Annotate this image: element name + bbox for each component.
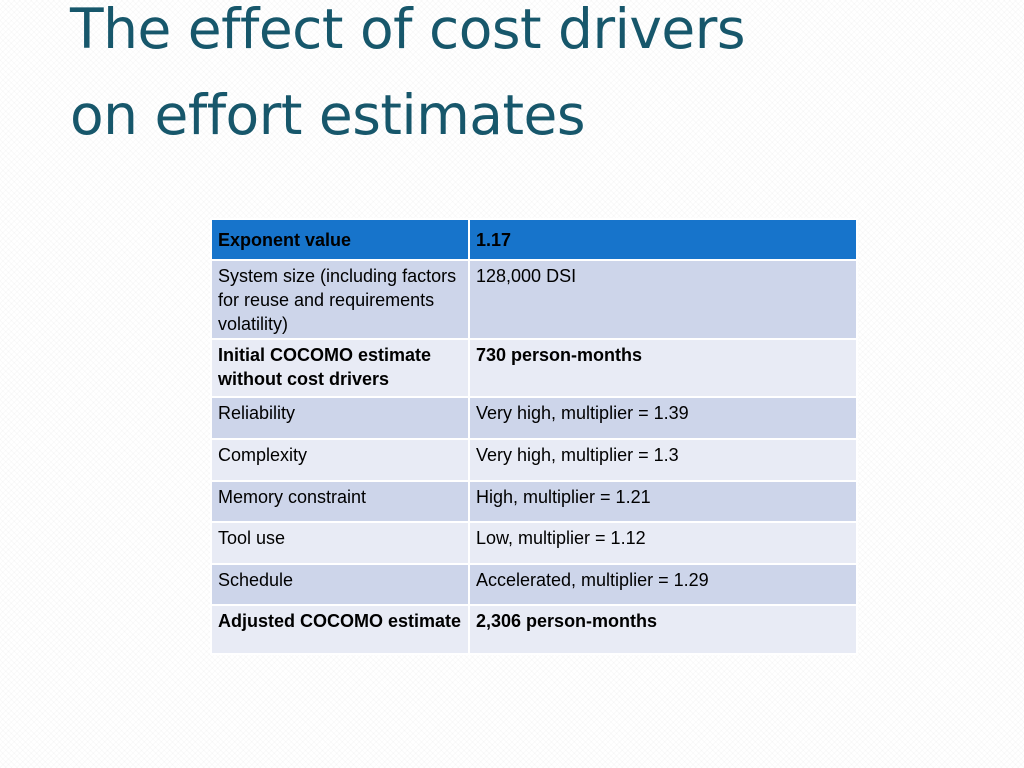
table-row-schedule: Schedule Accelerated, multiplier = 1.29 <box>210 563 858 606</box>
table-row-complexity: Complexity Very high, multiplier = 1.3 <box>210 438 858 482</box>
row-label-cell: Reliability <box>210 396 470 440</box>
row-value-cell: Accelerated, multiplier = 1.29 <box>468 563 858 606</box>
table-row-initial-estimate: Initial COCOMO estimate without cost dri… <box>210 338 858 398</box>
row-value-cell: Low, multiplier = 1.12 <box>468 521 858 565</box>
table-row-adjusted-estimate: Adjusted COCOMO estimate 2,306 person-mo… <box>210 604 858 655</box>
row-label-cell: Schedule <box>210 563 470 606</box>
header-value-cell: 1.17 <box>468 218 858 261</box>
row-label-cell: Adjusted COCOMO estimate <box>210 604 470 655</box>
row-value-cell: Very high, multiplier = 1.39 <box>468 396 858 440</box>
row-label-cell: System size (including factors for reuse… <box>210 259 470 340</box>
table-row-reliability: Reliability Very high, multiplier = 1.39 <box>210 396 858 440</box>
slide-title-line-2: on effort estimates <box>70 83 586 147</box>
row-label-cell: Complexity <box>210 438 470 482</box>
table-row-memory-constraint: Memory constraint High, multiplier = 1.2… <box>210 480 858 523</box>
cost-driver-table: Exponent value 1.17 System size (includi… <box>210 218 858 655</box>
row-label-cell: Memory constraint <box>210 480 470 523</box>
row-value-cell: 2,306 person-months <box>468 604 858 655</box>
table-row-tool-use: Tool use Low, multiplier = 1.12 <box>210 521 858 565</box>
slide-title-line-1: The effect of cost drivers <box>70 0 746 61</box>
table-header-row: Exponent value 1.17 <box>210 218 858 261</box>
table-row-system-size: System size (including factors for reuse… <box>210 259 858 340</box>
row-label-cell: Initial COCOMO estimate without cost dri… <box>210 338 470 398</box>
row-value-cell: Very high, multiplier = 1.3 <box>468 438 858 482</box>
slide-title: The effect of cost drivers on effort est… <box>70 0 970 158</box>
header-label-cell: Exponent value <box>210 218 470 261</box>
row-label-cell: Tool use <box>210 521 470 565</box>
row-value-cell: 128,000 DSI <box>468 259 858 340</box>
row-value-cell: High, multiplier = 1.21 <box>468 480 858 523</box>
row-value-cell: 730 person-months <box>468 338 858 398</box>
